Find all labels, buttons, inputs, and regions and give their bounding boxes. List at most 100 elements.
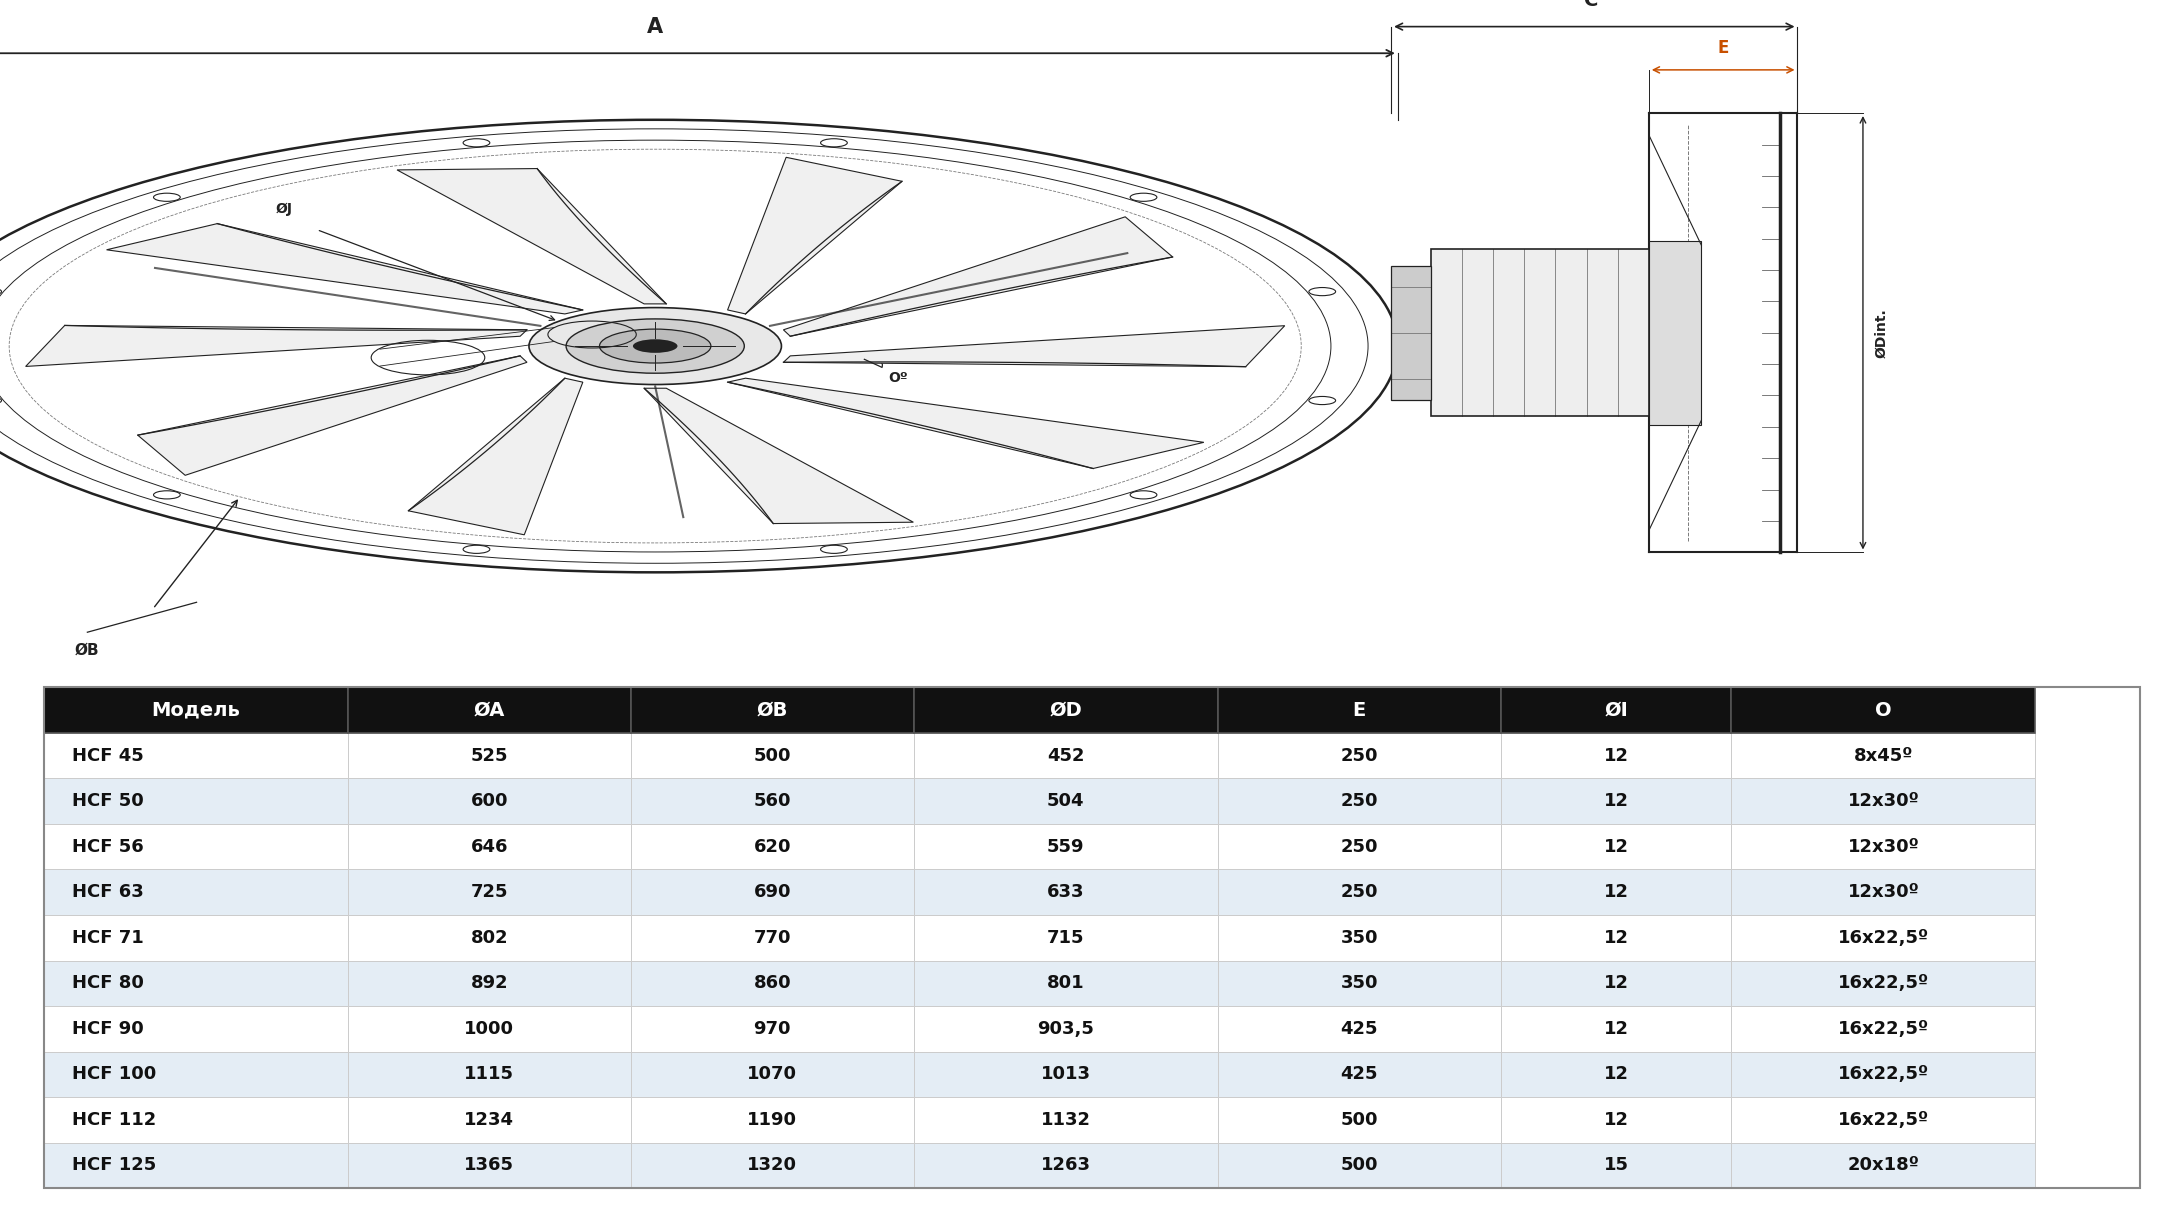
Text: 1320: 1320 <box>747 1157 797 1175</box>
Text: 12: 12 <box>1603 793 1629 811</box>
Text: 525: 525 <box>470 747 509 765</box>
Text: 8x45º: 8x45º <box>1854 747 1913 765</box>
Bar <box>631 915 913 961</box>
Bar <box>1219 1006 1500 1051</box>
Text: VENTЕЛ: VENTЕЛ <box>446 895 996 1013</box>
Polygon shape <box>784 217 1173 336</box>
Text: 1000: 1000 <box>465 1020 513 1038</box>
Bar <box>1500 870 1732 915</box>
Text: 250: 250 <box>1341 793 1378 811</box>
Text: 620: 620 <box>753 837 791 855</box>
Text: 12: 12 <box>1603 1020 1629 1038</box>
Bar <box>631 1097 913 1142</box>
Bar <box>631 733 913 778</box>
Text: 970: 970 <box>753 1020 791 1038</box>
Bar <box>1431 249 1649 416</box>
Text: E: E <box>1352 701 1365 720</box>
Text: 1190: 1190 <box>747 1111 797 1129</box>
Text: 500: 500 <box>1341 1111 1378 1129</box>
Text: HCF 63: HCF 63 <box>72 883 144 901</box>
Circle shape <box>529 307 782 385</box>
Bar <box>1219 1051 1500 1097</box>
Circle shape <box>566 319 745 373</box>
Bar <box>913 1051 1219 1097</box>
Bar <box>1391 266 1431 399</box>
Bar <box>1219 824 1500 870</box>
Bar <box>1732 1097 2035 1142</box>
Bar <box>44 1006 347 1051</box>
Bar <box>1732 870 2035 915</box>
Text: 903,5: 903,5 <box>1037 1020 1094 1038</box>
Bar <box>1732 1142 2035 1188</box>
Bar <box>1500 1097 1732 1142</box>
Text: A: A <box>646 17 664 36</box>
Text: HCF 100: HCF 100 <box>72 1065 157 1083</box>
Bar <box>913 915 1219 961</box>
Text: ØB: ØB <box>756 701 788 720</box>
Polygon shape <box>727 379 1203 468</box>
Text: 892: 892 <box>470 974 509 992</box>
Bar <box>631 961 913 1006</box>
Bar <box>347 961 631 1006</box>
Bar <box>44 1142 347 1188</box>
Text: 1115: 1115 <box>465 1065 513 1083</box>
Polygon shape <box>784 325 1284 367</box>
Text: HCF 80: HCF 80 <box>72 974 144 992</box>
Bar <box>631 1142 913 1188</box>
Bar <box>1219 915 1500 961</box>
Text: 504: 504 <box>1046 793 1085 811</box>
Text: 425: 425 <box>1341 1020 1378 1038</box>
Text: ØDint.: ØDint. <box>1874 307 1887 358</box>
Text: O: O <box>1876 701 1891 720</box>
Bar <box>913 733 1219 778</box>
Bar <box>1732 1006 2035 1051</box>
Polygon shape <box>138 356 526 476</box>
Text: 1365: 1365 <box>465 1157 513 1175</box>
Text: 725: 725 <box>470 883 509 901</box>
Bar <box>1649 241 1701 425</box>
Bar <box>913 1006 1219 1051</box>
Text: HCF 56: HCF 56 <box>72 837 144 855</box>
Bar <box>1219 1097 1500 1142</box>
Bar <box>1500 915 1732 961</box>
Bar <box>44 870 347 915</box>
Bar <box>1219 1142 1500 1188</box>
Bar <box>1732 733 2035 778</box>
Bar <box>631 1006 913 1051</box>
Text: 1132: 1132 <box>1042 1111 1090 1129</box>
Bar <box>44 915 347 961</box>
Bar <box>347 870 631 915</box>
Bar <box>913 1097 1219 1142</box>
Bar <box>347 824 631 870</box>
Text: 12: 12 <box>1603 1065 1629 1083</box>
Bar <box>1500 778 1732 824</box>
Bar <box>44 778 347 824</box>
Text: HCF 125: HCF 125 <box>72 1157 157 1175</box>
Bar <box>1732 824 2035 870</box>
Text: 20x18º: 20x18º <box>1848 1157 1920 1175</box>
Text: 646: 646 <box>470 837 509 855</box>
Text: 600: 600 <box>470 793 509 811</box>
Text: 350: 350 <box>1341 929 1378 946</box>
Bar <box>347 1051 631 1097</box>
Text: 12: 12 <box>1603 1111 1629 1129</box>
Text: Модель: Модель <box>151 701 240 720</box>
Bar <box>347 1097 631 1142</box>
Bar <box>1732 1051 2035 1097</box>
Bar <box>631 778 913 824</box>
Text: 500: 500 <box>1341 1157 1378 1175</box>
Text: 1234: 1234 <box>465 1111 513 1129</box>
Bar <box>1500 687 1732 733</box>
Bar <box>44 1051 347 1097</box>
Text: HCF 45: HCF 45 <box>72 747 144 765</box>
Bar <box>1219 687 1500 733</box>
Bar <box>1500 733 1732 778</box>
Polygon shape <box>107 224 583 313</box>
Text: 1013: 1013 <box>1042 1065 1090 1083</box>
Text: 12: 12 <box>1603 974 1629 992</box>
Text: 15: 15 <box>1603 1157 1629 1175</box>
Text: Oº: Oº <box>889 371 909 385</box>
Bar <box>1500 1006 1732 1051</box>
Bar <box>44 687 347 733</box>
Polygon shape <box>727 157 902 313</box>
